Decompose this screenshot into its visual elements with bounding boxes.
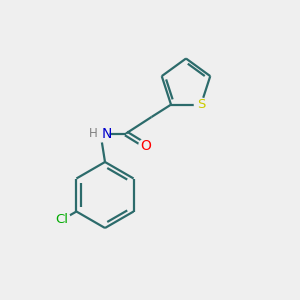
Circle shape (139, 139, 152, 152)
Circle shape (194, 98, 208, 111)
Circle shape (54, 211, 70, 228)
Circle shape (92, 125, 109, 142)
Text: Cl: Cl (56, 213, 69, 226)
Text: H: H (89, 127, 98, 140)
Text: S: S (197, 98, 205, 111)
Text: O: O (140, 139, 151, 152)
Text: N: N (102, 127, 112, 140)
